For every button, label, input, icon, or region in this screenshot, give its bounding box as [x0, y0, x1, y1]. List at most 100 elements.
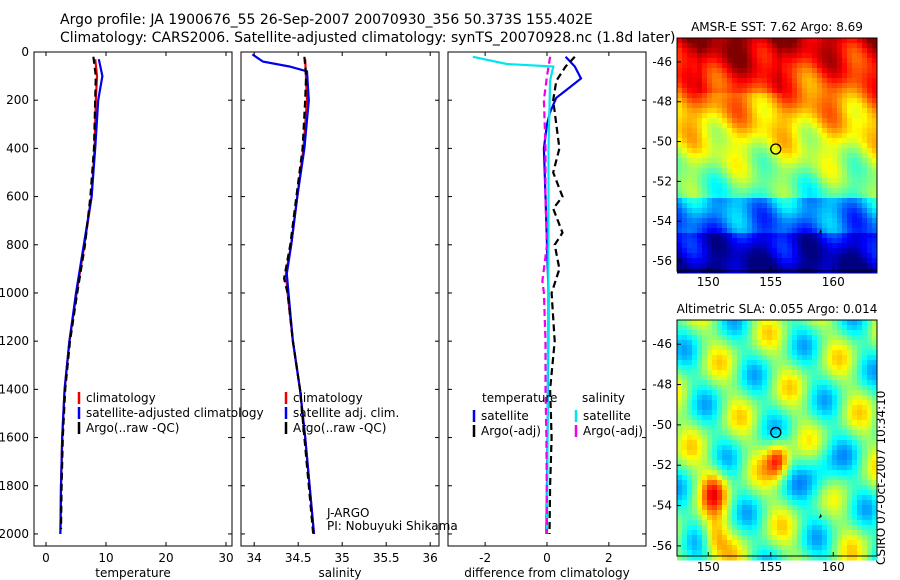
heatmap-cell — [762, 385, 768, 391]
heatmap-cell — [707, 515, 713, 521]
heatmap-cell — [707, 223, 713, 229]
heatmap-cell — [747, 415, 753, 421]
heatmap-cell — [772, 335, 778, 341]
heatmap-cell — [727, 193, 733, 199]
heatmap-cell — [732, 545, 738, 551]
heatmap-cell — [812, 525, 818, 531]
heatmap-cell — [872, 330, 878, 336]
heatmap-cell — [702, 233, 708, 239]
heatmap-cell — [707, 325, 713, 331]
heatmap-cell — [827, 385, 833, 391]
heatmap-cell — [737, 500, 743, 506]
heatmap-cell — [807, 108, 813, 114]
heatmap-cell — [867, 460, 873, 466]
heatmap-cell — [822, 98, 828, 104]
heatmap-cell — [827, 63, 833, 69]
heatmap-cell — [707, 385, 713, 391]
heatmap-cell — [682, 510, 688, 516]
heatmap-cell — [812, 435, 818, 441]
heatmap-cell — [797, 530, 803, 536]
heatmap-cell — [737, 118, 743, 124]
heatmap-cell — [747, 128, 753, 134]
heatmap-cell — [742, 263, 748, 269]
heatmap-cell — [792, 258, 798, 264]
heatmap-cell — [797, 545, 803, 551]
heatmap-cell — [782, 163, 788, 169]
heatmap-cell — [732, 48, 738, 54]
heatmap-cell — [867, 193, 873, 199]
heatmap-cell — [712, 370, 718, 376]
heatmap-cell — [827, 470, 833, 476]
heatmap-cell — [857, 228, 863, 234]
heatmap-cell — [692, 198, 698, 204]
heatmap-cell — [737, 218, 743, 224]
heatmap-cell — [807, 73, 813, 79]
heatmap-cell — [827, 78, 833, 84]
heatmap-cell — [752, 208, 758, 214]
heatmap-cell — [852, 118, 858, 124]
heatmap-cell — [792, 370, 798, 376]
heatmap-cell — [792, 530, 798, 536]
heatmap-cell — [702, 173, 708, 179]
heatmap-cell — [832, 248, 838, 254]
heatmap-cell — [757, 480, 763, 486]
heatmap-cell — [707, 48, 713, 54]
heatmap-cell — [702, 555, 708, 561]
heatmap-cell — [757, 325, 763, 331]
heatmap-cell — [737, 233, 743, 239]
heatmap-cell — [777, 78, 783, 84]
heatmap-cell — [817, 163, 823, 169]
heatmap-cell — [837, 63, 843, 69]
heatmap-cell — [867, 243, 873, 249]
heatmap-cell — [852, 103, 858, 109]
heatmap-cell — [842, 445, 848, 451]
heatmap-cell — [777, 38, 783, 44]
y-tick-label: 1800 — [0, 479, 29, 493]
heatmap-cell — [747, 410, 753, 416]
heatmap-cell — [762, 445, 768, 451]
heatmap-cell — [737, 320, 743, 326]
heatmap-cell — [852, 158, 858, 164]
legend-label-2: satellite — [583, 409, 631, 423]
heatmap-cell — [687, 480, 693, 486]
heatmap-cell — [777, 405, 783, 411]
heatmap-cell — [677, 475, 683, 481]
heatmap-cell — [737, 505, 743, 511]
heatmap-cell — [742, 325, 748, 331]
heatmap-cell — [677, 153, 683, 159]
heatmap-cell — [722, 58, 728, 64]
heatmap-cell — [837, 445, 843, 451]
heatmap-cell — [772, 480, 778, 486]
heatmap-cell — [752, 243, 758, 249]
heatmap-cell — [782, 350, 788, 356]
heatmap-cell — [792, 163, 798, 169]
heatmap-cell — [682, 173, 688, 179]
heatmap-cell — [772, 515, 778, 521]
heatmap-cell — [777, 88, 783, 94]
heatmap-cell — [787, 325, 793, 331]
heatmap-cell — [722, 218, 728, 224]
heatmap-cell — [792, 320, 798, 326]
heatmap-cell — [692, 335, 698, 341]
heatmap-cell — [742, 490, 748, 496]
heatmap-cell — [802, 385, 808, 391]
heatmap-cell — [822, 173, 828, 179]
heatmap-cell — [867, 43, 873, 49]
heatmap-cell — [852, 133, 858, 139]
heatmap-cell — [702, 500, 708, 506]
heatmap-cell — [872, 385, 878, 391]
heatmap-cell — [822, 63, 828, 69]
heatmap-cell — [782, 88, 788, 94]
heatmap-cell — [757, 218, 763, 224]
heatmap-cell — [722, 505, 728, 511]
heatmap-cell — [682, 38, 688, 44]
heatmap-cell — [862, 168, 868, 174]
heatmap-cell — [707, 450, 713, 456]
heatmap-cell — [802, 103, 808, 109]
heatmap-cell — [682, 78, 688, 84]
heatmap-cell — [857, 183, 863, 189]
heatmap-cell — [822, 233, 828, 239]
heatmap-cell — [832, 325, 838, 331]
heatmap-cell — [702, 475, 708, 481]
heatmap-cell — [862, 495, 868, 501]
